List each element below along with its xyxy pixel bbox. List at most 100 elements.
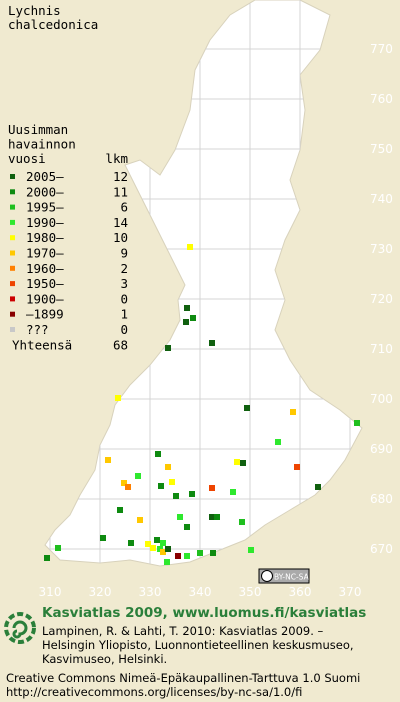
observation — [125, 484, 131, 490]
legend-heading: vuosi — [8, 151, 46, 166]
legend-swatch — [10, 281, 15, 287]
legend-swatch — [10, 189, 15, 195]
legend-count: 6 — [120, 200, 128, 215]
legend-count: 0 — [120, 291, 128, 306]
observation — [184, 305, 190, 311]
title-line: chalcedonica — [8, 17, 98, 32]
legend-swatch — [10, 296, 15, 302]
observation — [160, 540, 166, 546]
observation — [154, 537, 160, 543]
legend-label: 2000– — [26, 184, 64, 199]
legend-count: 11 — [113, 184, 128, 199]
y-tick-label: 700 — [370, 392, 393, 406]
legend-label: 1980– — [26, 230, 64, 245]
observation — [234, 459, 240, 465]
x-tick-label: 350 — [239, 585, 262, 599]
legend-heading: havainnon — [8, 137, 76, 152]
legend-count-header: lkm — [105, 151, 128, 166]
observation — [183, 319, 189, 325]
observation — [239, 519, 245, 525]
observation — [244, 405, 250, 411]
legend-label: 1970– — [26, 246, 64, 261]
legend-label: 1950– — [26, 276, 64, 291]
legend-swatch — [10, 250, 15, 256]
legend-count: 9 — [120, 246, 128, 261]
legend-label: 1995– — [26, 200, 64, 215]
observation — [315, 484, 321, 490]
y-tick-label: 730 — [370, 242, 393, 256]
y-tick-label: 750 — [370, 142, 393, 156]
legend-swatch — [10, 327, 15, 332]
badge-text: BY-NC-SA — [274, 573, 310, 582]
tick-labels: 310 320 330 340 350 360 3706706806907007107207… — [39, 42, 393, 599]
legend-count: 0 — [120, 322, 128, 337]
observation — [135, 473, 141, 479]
legend-count: 14 — [113, 215, 128, 230]
legend-heading: Uusimman — [8, 122, 68, 137]
observations — [44, 244, 360, 565]
observation — [128, 540, 134, 546]
legend-total-count: 68 — [113, 337, 128, 352]
observation — [150, 545, 156, 551]
title-line: Lychnis — [8, 3, 61, 18]
legend-label: ??? — [26, 322, 49, 337]
cc-icon — [261, 570, 273, 582]
y-tick-label: 770 — [370, 42, 393, 56]
observation — [209, 514, 215, 520]
observation — [184, 524, 190, 530]
observation — [214, 514, 220, 520]
observation — [165, 546, 171, 552]
legend-swatch — [10, 235, 15, 241]
logo — [4, 612, 36, 644]
observation — [164, 559, 170, 565]
observation — [155, 451, 161, 457]
observation — [294, 464, 300, 470]
observation — [121, 480, 127, 486]
observation — [210, 550, 216, 556]
observation — [55, 545, 61, 551]
observation — [175, 553, 181, 559]
observation — [169, 479, 175, 485]
footer-headline: Kasviatlas 2009, www.luomus.fi/kasviatla… — [42, 605, 366, 621]
legend-count: 1 — [120, 307, 128, 322]
citation-line: Kasvimuseo, Helsinki. — [42, 652, 167, 666]
observation — [189, 491, 195, 497]
y-tick-label: 760 — [370, 92, 393, 106]
observation — [137, 517, 143, 523]
legend-swatch — [10, 311, 15, 317]
legend-count: 3 — [120, 276, 128, 291]
observation — [240, 460, 246, 466]
legend-swatch — [10, 265, 15, 271]
observation — [187, 244, 193, 250]
citation-line: Helsingin Yliopisto, Luonnontieteellinen… — [42, 638, 354, 652]
logo-spiral — [12, 620, 28, 639]
legend-total-label: Yhteensä — [12, 337, 72, 352]
legend-label: 2005– — [26, 169, 64, 184]
observation — [197, 550, 203, 556]
observation — [117, 507, 123, 513]
legend-count: 12 — [113, 169, 128, 184]
observation — [100, 535, 106, 541]
observation — [184, 553, 190, 559]
x-tick-label: 370 — [339, 585, 362, 599]
y-tick-label: 690 — [370, 442, 393, 456]
x-tick-label: 360 — [289, 585, 312, 599]
observation — [177, 514, 183, 520]
x-tick-label: 330 — [139, 585, 162, 599]
y-tick-label: 680 — [370, 492, 393, 506]
logo-ring — [4, 612, 36, 644]
y-tick-label: 720 — [370, 292, 393, 306]
legend-swatch — [10, 174, 15, 179]
y-tick-label: 670 — [370, 542, 393, 556]
observation — [209, 485, 215, 491]
x-tick-label: 320 — [89, 585, 112, 599]
observation — [230, 489, 236, 495]
observation — [173, 493, 179, 499]
legend-label: 1990– — [26, 215, 64, 230]
observation — [165, 345, 171, 351]
legend-count: 10 — [113, 230, 128, 245]
observation — [160, 549, 166, 555]
observation — [115, 395, 121, 401]
